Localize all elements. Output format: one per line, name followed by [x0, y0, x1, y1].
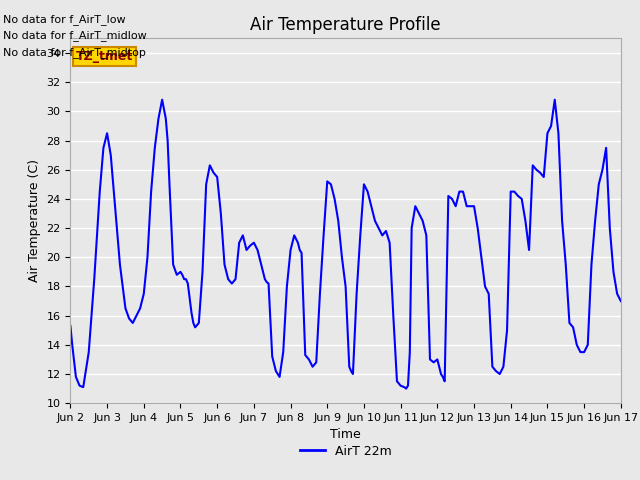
Legend: AirT 22m: AirT 22m — [295, 440, 396, 463]
Text: No data for f_AirT_midtop: No data for f_AirT_midtop — [3, 47, 146, 58]
Y-axis label: Air Temperature (C): Air Temperature (C) — [28, 159, 41, 282]
Text: No data for f_AirT_low: No data for f_AirT_low — [3, 13, 126, 24]
Text: TZ_tmet: TZ_tmet — [76, 50, 133, 63]
X-axis label: Time: Time — [330, 429, 361, 442]
Text: No data for f_AirT_midlow: No data for f_AirT_midlow — [3, 30, 147, 41]
Title: Air Temperature Profile: Air Temperature Profile — [250, 16, 441, 34]
